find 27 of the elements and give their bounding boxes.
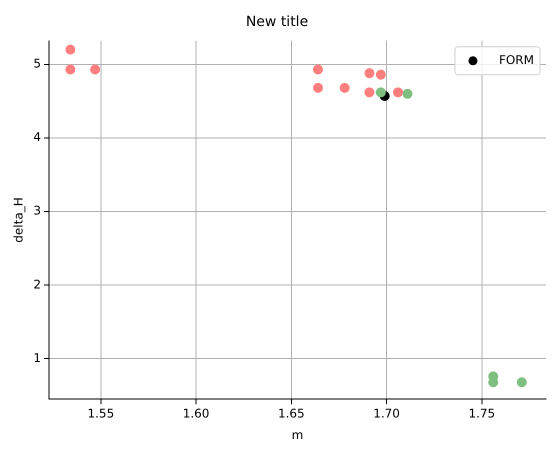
y-tick-label: 2 bbox=[33, 277, 42, 292]
point bbox=[340, 82, 350, 93]
y-tick-label: 3 bbox=[33, 204, 42, 218]
legend-label: FORM bbox=[498, 52, 534, 67]
y-tick-label: 1 bbox=[33, 350, 42, 365]
x-tick-label: 1.70 bbox=[373, 406, 400, 421]
y-tick-label: 4 bbox=[33, 130, 42, 144]
x-axis-title: m bbox=[292, 428, 304, 442]
y-tick-label: 5 bbox=[33, 56, 42, 70]
x-tick-label: 1.55 bbox=[87, 406, 114, 421]
point bbox=[364, 68, 374, 78]
point bbox=[65, 64, 76, 74]
point bbox=[65, 44, 76, 55]
y-axis-title: delta_H bbox=[11, 197, 26, 243]
point bbox=[312, 82, 323, 93]
x-tick-label: 1.75 bbox=[468, 406, 496, 421]
point bbox=[376, 87, 386, 98]
chart-title: New title bbox=[246, 14, 308, 30]
point bbox=[312, 64, 323, 74]
point bbox=[392, 87, 403, 98]
point bbox=[364, 87, 374, 98]
point bbox=[516, 377, 527, 388]
point bbox=[90, 64, 100, 74]
x-tick-label: 1.60 bbox=[182, 406, 210, 421]
x-tick-label: 1.65 bbox=[278, 406, 305, 421]
point bbox=[402, 88, 413, 99]
point bbox=[376, 70, 386, 80]
